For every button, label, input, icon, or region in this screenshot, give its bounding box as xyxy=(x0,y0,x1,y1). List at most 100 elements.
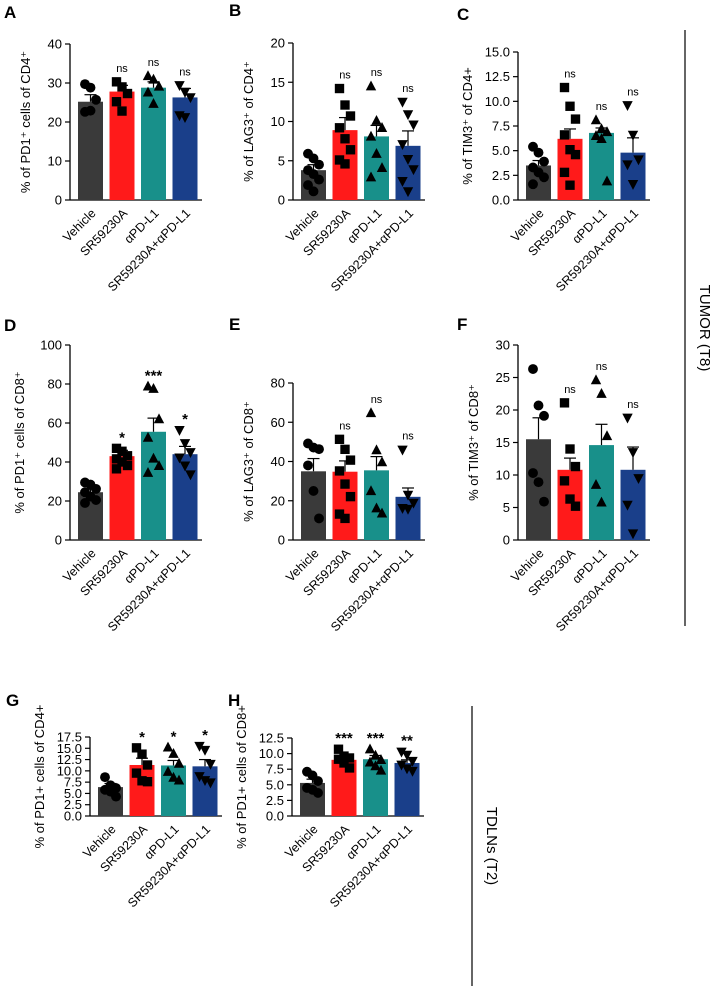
y-tick-label: 60 xyxy=(48,416,62,431)
data-point xyxy=(111,454,122,464)
data-point xyxy=(633,155,644,166)
significance-label: * xyxy=(139,729,145,746)
data-point xyxy=(314,444,324,455)
data-point xyxy=(596,388,607,398)
data-point xyxy=(173,774,185,785)
data-point xyxy=(179,113,191,124)
data-point xyxy=(137,749,147,759)
y-tick-label: 2.5 xyxy=(64,797,82,812)
data-point xyxy=(168,747,179,758)
panel-letter-b: B xyxy=(229,1,241,20)
data-point xyxy=(339,758,349,768)
data-point xyxy=(162,766,174,776)
y-tick-label: 25 xyxy=(496,370,510,385)
data-point xyxy=(570,461,581,472)
data-point xyxy=(596,496,607,507)
data-point xyxy=(344,753,355,763)
bar-3 xyxy=(141,431,166,540)
significance-label: ns xyxy=(564,384,576,396)
data-point xyxy=(314,513,324,524)
data-point xyxy=(397,97,408,108)
data-point xyxy=(601,126,613,137)
tdln-group-label: TDLNs (T2) xyxy=(483,807,500,885)
bar-3 xyxy=(589,445,614,540)
data-point xyxy=(539,410,549,421)
significance-label: ns xyxy=(402,431,414,443)
data-point xyxy=(408,165,419,176)
data-point xyxy=(590,130,602,141)
data-point xyxy=(565,101,575,111)
data-point xyxy=(371,147,382,158)
data-point xyxy=(185,93,196,104)
data-point xyxy=(334,123,345,133)
data-point xyxy=(364,756,376,767)
data-point xyxy=(401,750,413,761)
data-point xyxy=(402,187,414,198)
data-point xyxy=(111,791,121,802)
y-tick-label: 12.5 xyxy=(259,731,284,746)
bar-4 xyxy=(395,496,421,540)
data-point xyxy=(131,768,142,778)
y-tick-label: 12.5 xyxy=(485,69,510,84)
data-point xyxy=(627,180,639,190)
group-brackets: TUMOR (T8) TDLNs (T2) xyxy=(471,30,710,986)
data-point xyxy=(314,174,324,185)
data-point xyxy=(340,513,350,524)
significance-label: *** xyxy=(145,367,163,384)
data-point xyxy=(371,444,382,455)
data-point xyxy=(91,495,101,505)
data-point xyxy=(117,106,127,116)
data-point xyxy=(622,160,633,171)
data-point xyxy=(345,491,356,502)
data-point xyxy=(376,162,388,172)
data-point xyxy=(622,101,633,111)
y-tick-label: 0 xyxy=(55,193,62,208)
data-point xyxy=(308,485,319,496)
data-point xyxy=(402,504,414,515)
data-point xyxy=(601,430,613,441)
significance-label: ns xyxy=(564,69,576,81)
data-point xyxy=(142,86,154,97)
y-tick-label: 15 xyxy=(496,435,510,450)
data-point xyxy=(397,140,408,150)
data-point xyxy=(396,760,407,771)
panel-letter-c: C xyxy=(457,5,469,24)
data-point xyxy=(565,180,575,190)
data-point xyxy=(622,500,633,511)
panel-letter-g: G xyxy=(6,691,19,710)
y-tick-label: 30 xyxy=(48,76,62,91)
data-point xyxy=(559,476,570,486)
y-tick-label: 0.0 xyxy=(492,193,510,208)
data-point xyxy=(345,145,356,155)
y-tick-label: 5 xyxy=(278,153,285,168)
significance-label: * xyxy=(202,727,208,744)
tumor-group-label: TUMOR (T8) xyxy=(696,285,710,372)
y-axis-title: % of LAG3⁺ of CD8⁺ xyxy=(241,401,256,522)
data-point xyxy=(153,80,165,91)
data-point xyxy=(340,134,350,144)
significance-label: ns xyxy=(148,57,160,69)
data-point xyxy=(402,490,414,501)
data-point xyxy=(408,498,419,509)
y-tick-label: 20 xyxy=(48,494,62,509)
data-point xyxy=(376,456,388,467)
data-point xyxy=(314,159,324,170)
data-point xyxy=(344,763,355,773)
significance-label: ns xyxy=(339,420,351,432)
y-tick-label: 12.5 xyxy=(57,752,82,767)
data-point xyxy=(397,445,408,456)
data-point xyxy=(153,413,165,424)
data-point xyxy=(117,82,127,92)
y-tick-label: 60 xyxy=(271,415,285,430)
y-tick-label: 10 xyxy=(496,468,510,483)
bar-3 xyxy=(364,136,389,200)
y-tick-label: 7.5 xyxy=(266,762,284,777)
y-axis-title: % of TIM3⁺ of CD4+ xyxy=(460,67,475,185)
data-point xyxy=(334,434,345,445)
data-point xyxy=(334,155,345,165)
y-tick-label: 2.5 xyxy=(492,168,510,183)
significance-label: ns xyxy=(339,70,351,82)
data-point xyxy=(185,470,196,481)
